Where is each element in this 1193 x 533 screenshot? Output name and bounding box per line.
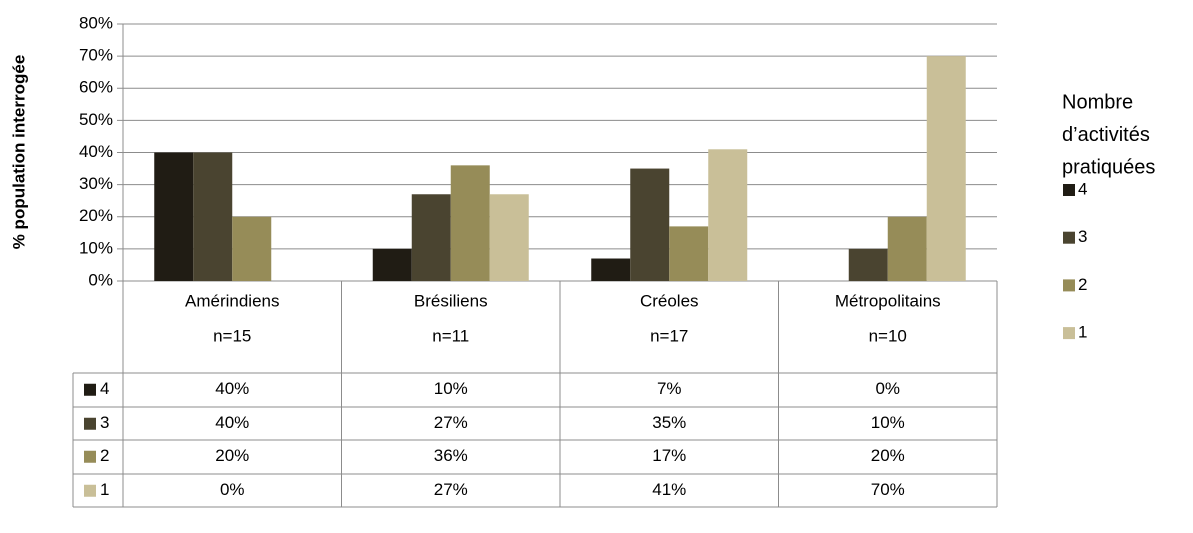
legend-key [1063,231,1075,244]
table-value: 17% [652,446,686,465]
y-tick-label: 60% [79,78,113,97]
bar [669,226,709,281]
table-value: 20% [215,446,249,465]
table-value: 20% [871,446,905,465]
table-legend-key [84,417,96,430]
table-value: 10% [871,413,905,432]
y-tick-label: 80% [79,13,113,32]
y-axis-label: % population interrogée [9,55,28,250]
table-value: 40% [215,379,249,398]
table-value: 36% [434,446,468,465]
legend-label: 3 [1078,227,1087,246]
table-value: 41% [652,480,686,499]
y-tick-label: 0% [88,270,113,289]
bar [154,152,194,281]
legend-label: 1 [1078,323,1087,342]
category-count: n=11 [432,326,469,345]
bar [887,216,927,281]
legend-label: 4 [1078,179,1087,198]
bar [411,194,451,281]
table-series-name: 1 [100,480,109,499]
legend-title: Nombre [1062,91,1133,113]
legend-label: 2 [1078,275,1087,294]
y-tick-label: 50% [79,110,113,129]
table-value: 35% [652,413,686,432]
table-value: 7% [657,379,682,398]
y-tick-label: 70% [79,46,113,65]
legend-key [1063,279,1075,292]
bar [630,168,670,281]
legend-title: d’activités [1062,124,1150,146]
legend-title: pratiquées [1062,156,1155,178]
bar [591,258,631,281]
table-value: 27% [434,413,468,432]
x-tick-label: Amérindiens [185,291,280,310]
table-value: 27% [434,480,468,499]
category-count: n=10 [869,326,907,345]
bar [193,152,233,281]
table-legend-key [84,450,96,463]
bar [489,194,529,281]
y-tick-label: 10% [79,238,113,257]
bar [708,149,748,281]
table-series-name: 2 [100,446,109,465]
bar [450,165,490,281]
x-tick-label: Métropolitains [835,291,941,310]
bar [232,216,272,281]
category-count: n=17 [650,326,688,345]
bar [848,248,888,281]
legend-key [1063,327,1075,340]
table-series-name: 4 [100,379,109,398]
table-value: 0% [875,379,900,398]
y-tick-label: 20% [79,206,113,225]
x-tick-label: Brésiliens [414,291,488,310]
table-value: 0% [220,480,245,499]
x-tick-label: Créoles [640,291,699,310]
table-value: 70% [871,480,905,499]
y-tick-label: 30% [79,174,113,193]
table-value: 10% [434,379,468,398]
table-legend-key [84,484,96,497]
category-count: n=15 [213,326,251,345]
table-value: 40% [215,413,249,432]
table-series-name: 3 [100,413,109,432]
legend-key [1063,184,1075,196]
y-tick-label: 40% [79,142,113,161]
bar [926,56,966,281]
bar [372,248,412,281]
table-legend-key [84,383,96,396]
